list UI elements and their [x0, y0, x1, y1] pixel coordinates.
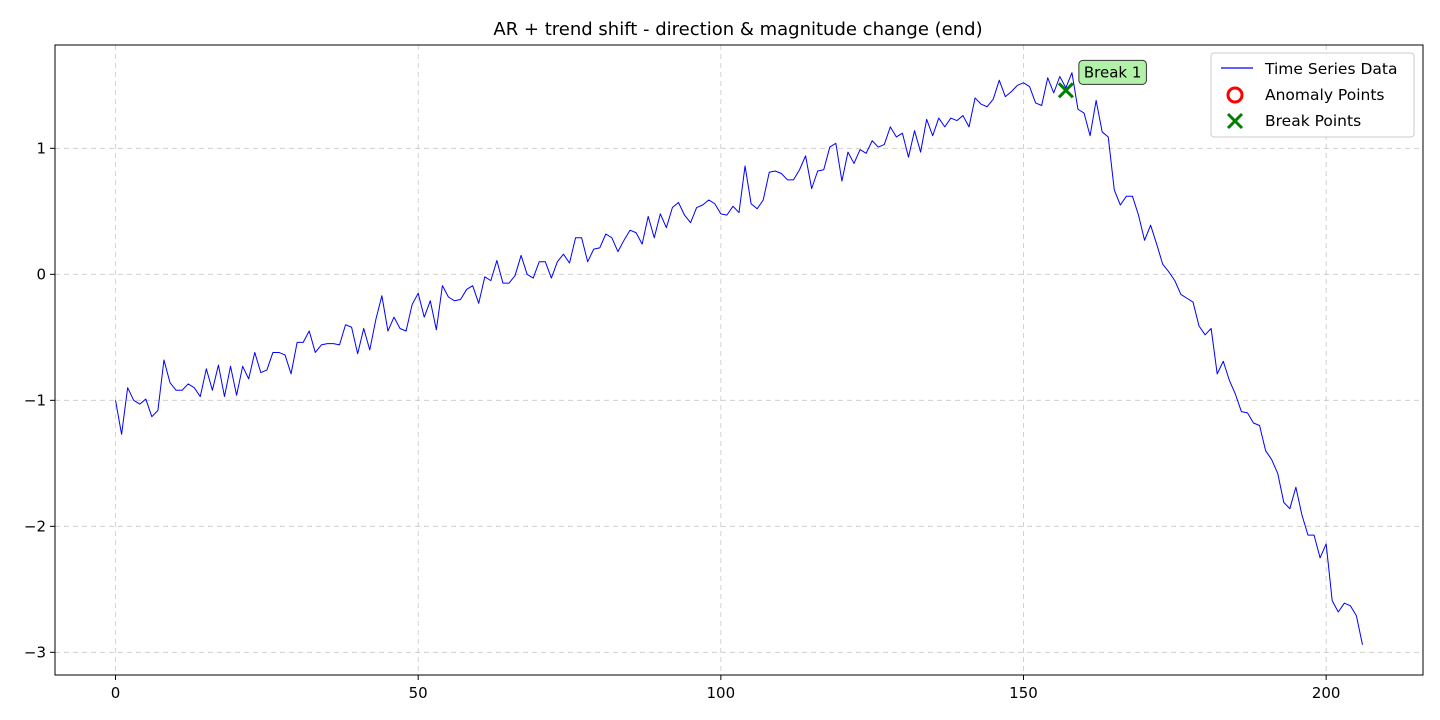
break-point-label: Break 1: [1084, 63, 1142, 81]
y-tick-label: −3: [24, 643, 46, 661]
y-tick-label: −2: [24, 517, 46, 535]
y-tick-label: 0: [36, 265, 46, 283]
grid: [55, 45, 1423, 675]
x-axis: 0 50 100 150 200: [111, 675, 1341, 702]
x-tick-label: 0: [111, 684, 121, 702]
legend-box: [1210, 52, 1415, 138]
break-point-marker: [1057, 82, 1074, 99]
x-tick-label: 200: [1312, 684, 1341, 702]
y-tick-label: −1: [24, 391, 46, 409]
legend-label-anomaly: Anomaly Points: [1265, 86, 1384, 104]
legend: Time Series Data Anomaly Points Break Po…: [1210, 52, 1415, 138]
chart-title: AR + trend shift - direction & magnitude…: [493, 19, 982, 40]
break-points-layer: Break 1: [1057, 59, 1147, 99]
plot-frame: [54, 44, 1424, 676]
y-axis: −3 −2 −1 0 1: [24, 139, 55, 661]
legend-break-marker: [1226, 112, 1244, 130]
y-tick-label: 1: [36, 139, 46, 157]
series-line: [115, 72, 1363, 645]
legend-label-break: Break Points: [1265, 112, 1361, 130]
break-point-label-box: [1078, 59, 1147, 85]
x-tick-label: 50: [409, 684, 428, 702]
x-tick-label: 100: [707, 684, 736, 702]
legend-label-series: Time Series Data: [1264, 60, 1397, 78]
legend-anomaly-marker: [1226, 86, 1244, 104]
plot-area: [55, 45, 1423, 675]
x-tick-label: 150: [1009, 684, 1038, 702]
series-layer: [115, 72, 1363, 645]
